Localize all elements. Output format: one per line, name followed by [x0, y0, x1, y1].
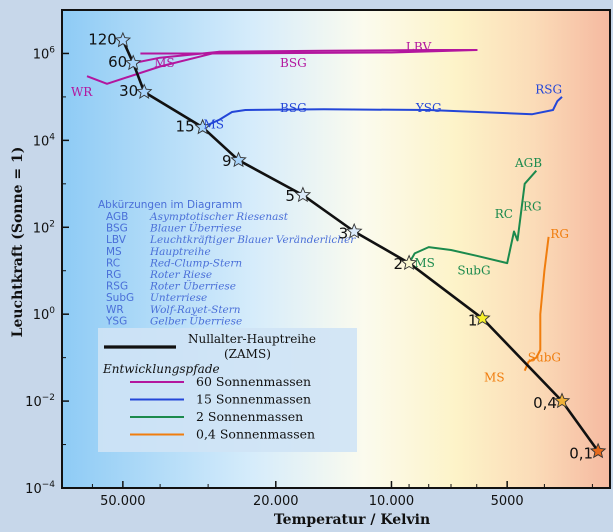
- track-annotation: BSG: [280, 101, 307, 115]
- zams-mass-label: 9: [222, 152, 232, 170]
- abbreviation-code: WR: [106, 304, 124, 316]
- zams-mass-label: 30: [119, 82, 138, 100]
- y-tick-label: 106: [33, 45, 56, 62]
- track-annotation: SubG: [457, 264, 490, 278]
- zams-star: [230, 151, 247, 168]
- x-tick-label: 20.000: [253, 494, 299, 509]
- zams-star: [294, 186, 312, 203]
- legend-track-label: 0,4 Sonnenmassen: [196, 427, 315, 442]
- track-annotation: MS: [414, 256, 435, 270]
- abbreviation-text: Blauer Überriese: [149, 221, 242, 235]
- zams-star: [589, 442, 607, 459]
- track-annotation: WR: [71, 85, 93, 99]
- zams-mass-label: 120: [88, 30, 117, 48]
- track-annotation: BSG: [280, 56, 307, 70]
- abbreviation-code: RC: [106, 257, 120, 269]
- track-annotation: RSG: [535, 82, 562, 96]
- track-annotation: YSG: [415, 101, 442, 115]
- y-tick-label: 10−4: [25, 480, 55, 497]
- abbreviation-text: Gelber Überriese: [150, 313, 242, 327]
- zams-mass-label: 2: [394, 255, 404, 273]
- legend-track-label: 60 Sonnenmassen: [196, 374, 311, 389]
- zams-mass-label: 3: [339, 224, 349, 242]
- track-annotation: RG: [550, 227, 569, 241]
- zams-star: [114, 31, 132, 48]
- abbreviation-code: YSG: [105, 315, 127, 327]
- y-tick-label: 10−2: [25, 393, 55, 410]
- abbreviation-code: LBV: [106, 234, 127, 246]
- legend-zams-label: Nullalter-Hauptreihe: [188, 332, 316, 346]
- axis-ticks: 50.000 20.000 10.000 500010610410210010−210…: [25, 9, 593, 509]
- y-axis-label: Leuchtkraft (Sonne = 1): [10, 147, 26, 338]
- y-tick-label: 102: [33, 219, 55, 236]
- track-annotation: RC: [495, 207, 513, 221]
- abbreviation-text: Wolf-Rayet-Stern: [150, 304, 241, 316]
- track-annotation: MS: [204, 118, 225, 132]
- abbreviation-text: Unterriese: [150, 292, 207, 304]
- abbreviation-code: RSG: [106, 281, 128, 293]
- abbreviation-code: RG: [106, 269, 121, 281]
- abbreviation-text: Asymptotischer Riesenast: [149, 211, 289, 223]
- x-axis-label: Temperatur / Kelvin: [274, 512, 430, 528]
- legend-zams-label-2: (ZAMS): [224, 347, 271, 361]
- track-annotation: LBV: [406, 40, 432, 54]
- zams-mass-label: 0,1: [569, 444, 593, 462]
- abbreviation-text: Leuchtkräftiger Blauer Veränderlicher: [149, 234, 356, 246]
- zams-star: [400, 254, 418, 271]
- abbreviation-code: MS: [106, 246, 122, 258]
- track-line: [86, 50, 220, 85]
- abbreviation-text: Red-Clump-Stern: [149, 257, 242, 269]
- track-annotation: AGB: [514, 156, 542, 170]
- legend-track-label: 15 Sonnenmassen: [196, 392, 311, 407]
- legend-background: [98, 328, 357, 452]
- x-tick-label: 5000: [491, 494, 524, 509]
- abbreviation-code: BSG: [106, 223, 128, 235]
- abbreviation-text: Roter Überriese: [149, 279, 236, 293]
- track-line: [202, 96, 563, 129]
- abbreviation-text: Hauptreihe: [149, 246, 211, 258]
- plot-frame: [61, 9, 611, 489]
- zams-mass-label: 5: [285, 187, 295, 205]
- zams-mass-label: 0,4: [533, 394, 557, 412]
- x-tick-label: 50.000: [100, 494, 146, 509]
- zams-mass-label: 15: [176, 117, 195, 135]
- track-line: [408, 170, 538, 265]
- legend-track-label: 2 Sonnenmassen: [196, 409, 303, 424]
- y-tick-label: 104: [33, 132, 56, 149]
- zams-mass-label: 1: [468, 311, 478, 329]
- zams-star: [345, 222, 363, 239]
- track-annotation: RG: [523, 200, 542, 214]
- abbreviations-box: Abkürzungen im Diagramm AGB Asymptotische…: [98, 199, 356, 327]
- track-annotation: MS: [484, 370, 505, 384]
- track-annotation: MS: [154, 56, 175, 70]
- zams-mass-label: 60: [108, 53, 127, 71]
- y-tick-label: 100: [33, 306, 56, 323]
- legend-tracks-title: Entwicklungspfade: [102, 362, 220, 376]
- track-annotation: SubG: [528, 351, 561, 365]
- track-line: [133, 49, 478, 65]
- zams-star: [553, 392, 571, 409]
- evolution-tracks: [86, 49, 563, 372]
- zams-star: [135, 83, 153, 99]
- zams-star: [124, 54, 142, 71]
- abbreviation-text: Roter Riese: [149, 269, 212, 281]
- zams-star: [474, 309, 491, 326]
- abbreviation-code: SubG: [106, 292, 134, 304]
- zams-star: [194, 118, 211, 135]
- zams: 120 60 30 15 9 5 3 2 1 0,4 0,1: [88, 30, 607, 462]
- x-tick-label: 10.000: [369, 494, 415, 509]
- track-line: [523, 236, 550, 372]
- abbreviation-code: AGB: [106, 211, 128, 223]
- abbreviations-title: Abkürzungen im Diagramm: [98, 199, 242, 211]
- legend: Nullalter-Hauptreihe (ZAMS) Entwicklungs…: [98, 328, 357, 452]
